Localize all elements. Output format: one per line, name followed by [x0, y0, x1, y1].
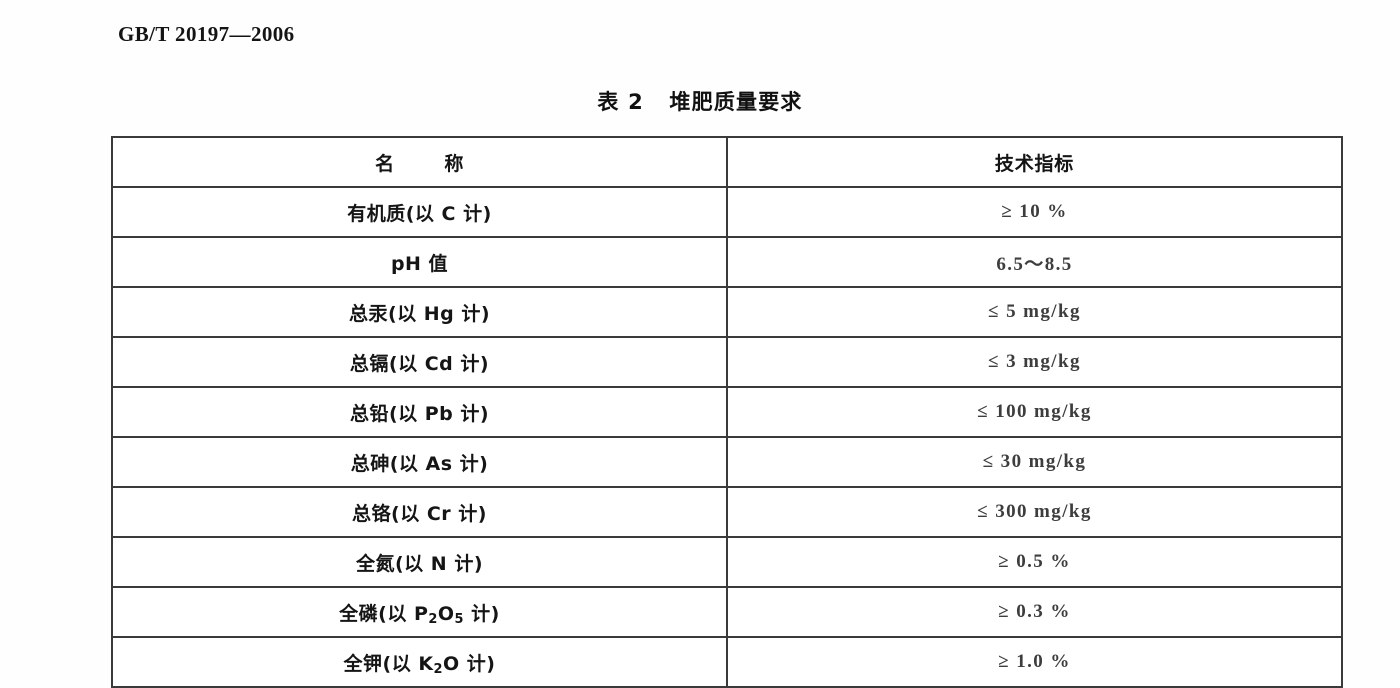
- table-row: 总汞(以 Hg 计) ≤ 5 mg/kg: [111, 286, 1343, 338]
- technical-indicator-label: ≤ 100 mg/kg: [977, 401, 1092, 422]
- parameter-name-label: 总汞(以 Hg 计): [348, 302, 491, 325]
- table-row: 总铅(以 Pb 计) ≤ 100 mg/kg: [111, 386, 1343, 438]
- table-row: 总铬(以 Cr 计) ≤ 300 mg/kg: [111, 486, 1343, 538]
- column-header-indicator: 技术指标: [726, 136, 1343, 188]
- technical-indicator-label: ≤ 3 mg/kg: [988, 351, 1081, 372]
- technical-indicator-label: ≥ 0.3 %: [998, 601, 1071, 622]
- table-row: 全氮(以 N 计) ≥ 0.5 %: [111, 536, 1343, 588]
- column-header-name: 名 称: [111, 136, 728, 188]
- table-row: 总镉(以 Cd 计) ≤ 3 mg/kg: [111, 336, 1343, 388]
- technical-indicator-label: ≥ 1.0 %: [998, 651, 1071, 672]
- compost-quality-table-container: 名 称 技术指标 有机质(以 C 计) ≥ 10 % pH 值 6.5～8.5 总汞(以…: [111, 136, 1343, 688]
- parameter-name-label: 总铬(以 Cr 计): [352, 502, 487, 525]
- compost-quality-table: 名 称 技术指标 有机质(以 C 计) ≥ 10 % pH 值 6.5～8.5 总汞(以…: [111, 136, 1343, 688]
- column-header-name-label: 名 称: [375, 152, 464, 175]
- cell-parameter-name: 全磷(以 P2O5 计): [111, 586, 728, 638]
- technical-indicator-label: ≤ 30 mg/kg: [982, 451, 1087, 472]
- cell-technical-indicator: ≤ 100 mg/kg: [726, 386, 1343, 438]
- cell-parameter-name: 总铅(以 Pb 计): [111, 386, 728, 438]
- parameter-name-label: 总铅(以 Pb 计): [349, 402, 490, 425]
- cell-parameter-name: 总汞(以 Hg 计): [111, 286, 728, 338]
- cell-parameter-name: 总镉(以 Cd 计): [111, 336, 728, 388]
- cell-technical-indicator: ≥ 0.5 %: [726, 536, 1343, 588]
- parameter-name-label: 总砷(以 As 计): [350, 452, 489, 475]
- technical-indicator-label: ≥ 10 %: [1001, 201, 1068, 222]
- parameter-name-label: 全氮(以 N 计): [356, 552, 483, 575]
- standard-code-header: GB/T 20197—2006: [118, 22, 295, 46]
- table-row: 全磷(以 P2O5 计) ≥ 0.3 %: [111, 586, 1343, 638]
- parameter-name-label: 总镉(以 Cd 计): [349, 352, 490, 375]
- table-body: 有机质(以 C 计) ≥ 10 % pH 值 6.5～8.5 总汞(以 Hg 计) ≤ 5…: [111, 186, 1343, 688]
- column-header-indicator-label: 技术指标: [994, 152, 1075, 175]
- table-caption: 表 2 堆肥质量要求: [597, 90, 803, 114]
- cell-technical-indicator: ≥ 0.3 %: [726, 586, 1343, 638]
- table-row: 有机质(以 C 计) ≥ 10 %: [111, 186, 1343, 238]
- cell-parameter-name: 全氮(以 N 计): [111, 536, 728, 588]
- cell-parameter-name: 有机质(以 C 计): [111, 186, 728, 238]
- technical-indicator-label: ≤ 300 mg/kg: [977, 501, 1092, 522]
- cell-parameter-name: 总铬(以 Cr 计): [111, 486, 728, 538]
- table-row: 全钾(以 K2O 计) ≥ 1.0 %: [111, 636, 1343, 688]
- cell-technical-indicator: ≤ 3 mg/kg: [726, 336, 1343, 388]
- cell-technical-indicator: ≤ 300 mg/kg: [726, 486, 1343, 538]
- parameter-name-label: 有机质(以 C 计): [347, 202, 492, 225]
- cell-technical-indicator: ≤ 30 mg/kg: [726, 436, 1343, 488]
- cell-parameter-name: 全钾(以 K2O 计): [111, 636, 728, 688]
- cell-technical-indicator: 6.5～8.5: [726, 236, 1343, 288]
- technical-indicator-label: ≥ 0.5 %: [998, 551, 1071, 572]
- parameter-name-label: pH 值: [390, 252, 449, 275]
- cell-technical-indicator: ≥ 10 %: [726, 186, 1343, 238]
- technical-indicator-label: ≤ 5 mg/kg: [988, 301, 1081, 322]
- technical-indicator-label: 6.5～8.5: [996, 253, 1073, 275]
- cell-parameter-name: 总砷(以 As 计): [111, 436, 728, 488]
- table-row: pH 值 6.5～8.5: [111, 236, 1343, 288]
- parameter-name-label: 全磷(以 P2O5 计): [339, 602, 500, 627]
- cell-technical-indicator: ≥ 1.0 %: [726, 636, 1343, 688]
- page-footer-partial-text: 。。。。。。。: [185, 676, 445, 688]
- table-row: 总砷(以 As 计) ≤ 30 mg/kg: [111, 436, 1343, 488]
- cell-parameter-name: pH 值: [111, 236, 728, 288]
- cell-technical-indicator: ≤ 5 mg/kg: [726, 286, 1343, 338]
- parameter-name-label: 全钾(以 K2O 计): [343, 652, 496, 677]
- table-header-row: 名 称 技术指标: [111, 136, 1343, 188]
